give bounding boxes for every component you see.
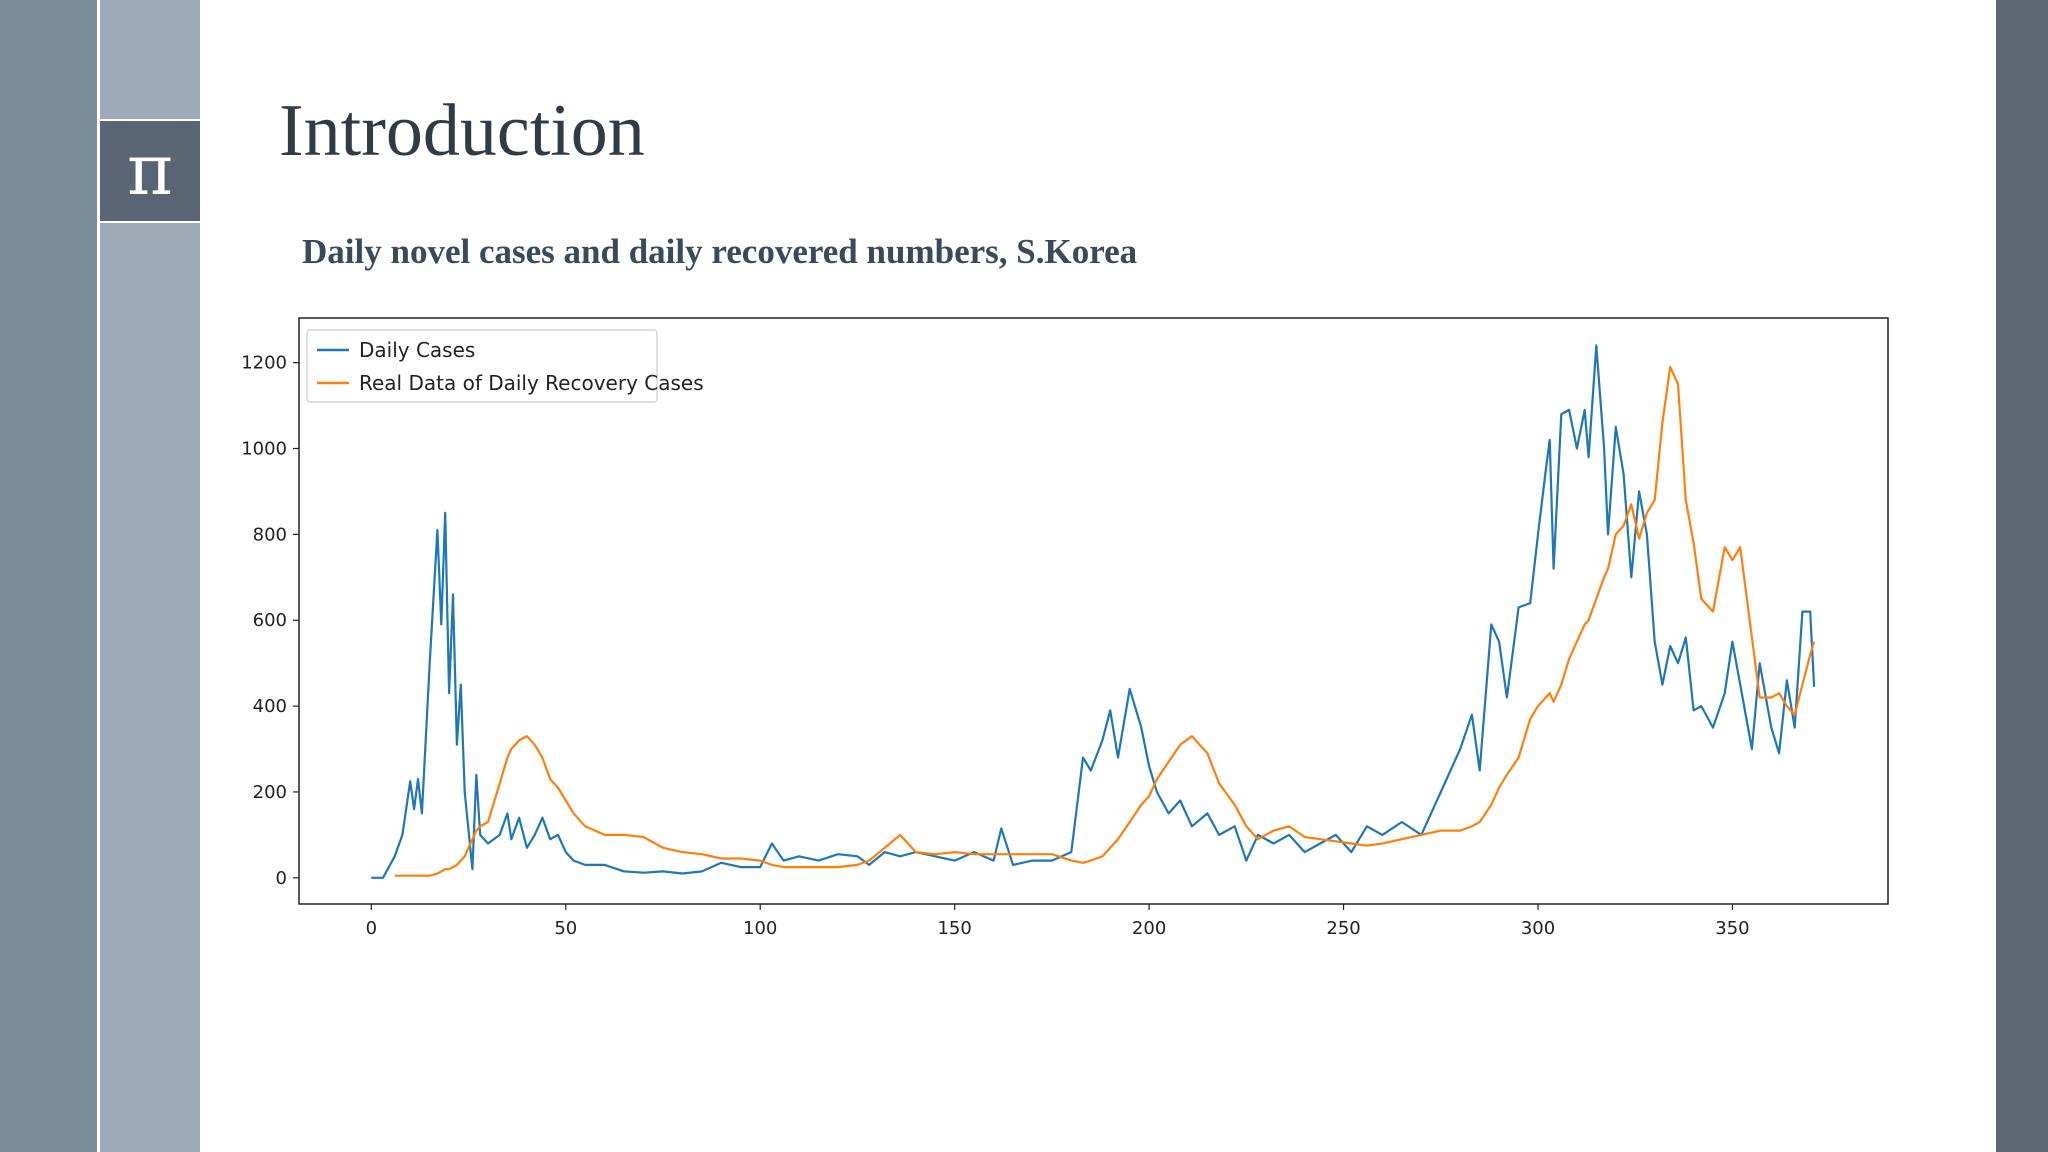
y-tick-label: 0 [276,868,287,889]
y-tick-label: 600 [253,610,287,631]
legend-box [306,329,658,403]
x-tick-label: 150 [937,918,971,939]
y-tick-label: 800 [253,524,287,545]
side-bar [1996,0,2048,1152]
legend-label: Real Data of Daily Recovery Cases [359,371,704,395]
legend-label: Daily Cases [359,338,475,362]
y-tick-label: 400 [253,696,287,717]
x-tick-label: 350 [1715,918,1749,939]
x-tick-label: 250 [1326,918,1360,939]
x-tick-label: 100 [743,918,777,939]
x-tick-label: 50 [554,918,577,939]
x-tick-label: 200 [1132,918,1166,939]
y-tick-label: 1200 [241,353,287,374]
y-tick-label: 1000 [241,439,287,460]
series-line [394,365,1816,877]
x-tick-label: 0 [366,918,377,939]
icon-box [100,121,200,221]
side-bar [0,0,97,1152]
icon-text: π [127,129,173,211]
plot: 0 50 100 150 200 250 300 350 0 200 400 600 800 1000 12… [241,317,1889,939]
y-tick-label: 200 [253,782,287,803]
series-line [371,344,1816,879]
plot-frame [298,317,1889,905]
x-tick-label: 300 [1521,918,1555,939]
chart-title: Daily novel cases and daily recovered nu… [302,232,1137,271]
slide-title: Introduction [279,90,645,172]
